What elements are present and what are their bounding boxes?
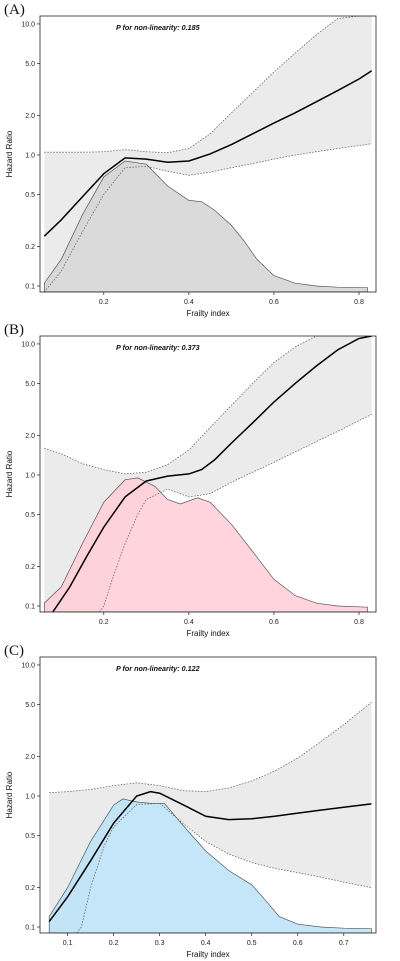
plot-frame — [39, 656, 377, 934]
plot-area — [43, 16, 373, 292]
hazard-ratio-line — [48, 790, 372, 923]
chart-a: (A) 0.1 0.2 0.5 1.0 2.0 5.0 10.0 0.2 0.4 0.6 0.8 Fra… — [4, 2, 377, 318]
y-tick-label: 1.0 — [25, 793, 35, 800]
y-tick-label: 5.0 — [25, 61, 35, 68]
y-axis-title: Hazard Ratio — [5, 771, 14, 818]
panel-c: (C) 0.1 0.2 0.5 1.0 2.0 5.0 10.0 0.1 0.2 0.3 0.4 0.5… — [0, 641, 400, 961]
lower-ci-line — [99, 414, 372, 612]
x-tick-label: 0.2 — [99, 299, 109, 306]
y-tick-label: 0.1 — [25, 924, 35, 931]
y-tick-label: 0.1 — [25, 283, 35, 290]
y-tick-label: 2.0 — [25, 754, 35, 761]
panel-label: (C) — [4, 643, 24, 659]
x-tick-label: 0.2 — [109, 940, 119, 947]
hazard-ratio-line — [43, 70, 373, 237]
x-tick-label: 0.2 — [99, 619, 109, 626]
x-tick-label: 0.4 — [184, 619, 194, 626]
panel-a: (A) 0.1 0.2 0.5 1.0 2.0 5.0 10.0 0.2 0.4 0.6 0.8 Fra… — [0, 0, 400, 320]
chart-c: (C) 0.1 0.2 0.5 1.0 2.0 5.0 10.0 0.1 0.2 0.3 0.4 0.5… — [4, 643, 377, 959]
chart-b: (B) 0.1 0.2 0.5 1.0 2.0 5.0 10.0 0.2 0.4 0.6 0.8 Fra… — [4, 322, 377, 638]
y-tick-label: 1.0 — [25, 152, 35, 159]
x-axis-title: Frailty index — [186, 629, 229, 638]
x-tick-label: 0.8 — [354, 619, 364, 626]
y-tick-label: 0.2 — [25, 885, 35, 892]
x-axis-title: Frailty index — [186, 950, 229, 959]
panel-label: (B) — [4, 322, 24, 338]
x-tick-label: 0.7 — [339, 940, 349, 947]
confidence-band — [44, 336, 372, 612]
y-tick-label: 0.5 — [25, 833, 35, 840]
upper-ci-line — [44, 16, 372, 154]
plot-area — [43, 336, 372, 612]
x-tick-label: 0.6 — [269, 619, 279, 626]
x-tick-label: 0.3 — [155, 940, 165, 947]
y-tick-label: 1.0 — [25, 472, 35, 479]
hazard-ratio-line — [52, 336, 372, 612]
y-tick-label: 10.0 — [21, 662, 35, 669]
y-tick-label: 0.2 — [25, 244, 35, 251]
x-tick-label: 0.8 — [354, 299, 364, 306]
y-tick-label: 10.0 — [21, 21, 35, 28]
x-tick-label: 0.6 — [269, 299, 279, 306]
y-tick-label: 5.0 — [25, 702, 35, 709]
y-tick-label: 0.5 — [25, 512, 35, 519]
distribution-density — [43, 477, 368, 612]
x-axis-title: Frailty index — [186, 309, 229, 318]
y-tick-label: 0.1 — [25, 603, 35, 610]
x-tick-label: 0.5 — [247, 940, 257, 947]
y-tick-label: 2.0 — [25, 113, 35, 120]
y-tick-label: 10.0 — [21, 341, 35, 348]
panel-label: (A) — [4, 2, 25, 18]
x-tick-label: 0.1 — [63, 940, 73, 947]
distribution-density — [43, 160, 368, 292]
y-tick-label: 2.0 — [25, 433, 35, 440]
lower-ci-line — [76, 802, 372, 933]
p-nonlinearity-annotation: P for non-linearity: 0.185 — [116, 23, 201, 32]
y-tick-label: 0.5 — [25, 192, 35, 199]
plot-area — [48, 701, 372, 933]
x-tick-label: 0.4 — [201, 940, 211, 947]
panel-b: (B) 0.1 0.2 0.5 1.0 2.0 5.0 10.0 0.2 0.4 0.6 0.8 Fra… — [0, 320, 400, 640]
x-tick-label: 0.4 — [184, 299, 194, 306]
x-tick-label: 0.6 — [293, 940, 303, 947]
y-axis-title: Hazard Ratio — [5, 450, 14, 497]
p-nonlinearity-annotation: P for non-linearity: 0.122 — [116, 664, 200, 673]
lower-ci-line — [43, 143, 372, 292]
y-axis-title: Hazard Ratio — [5, 130, 14, 177]
p-nonlinearity-annotation: P for non-linearity: 0.373 — [116, 343, 200, 352]
y-tick-label: 0.2 — [25, 564, 35, 571]
upper-ci-line — [49, 701, 372, 794]
y-tick-label: 5.0 — [25, 381, 35, 388]
distribution-density — [48, 798, 372, 933]
plot-frame — [39, 15, 377, 293]
plot-frame — [39, 335, 377, 613]
